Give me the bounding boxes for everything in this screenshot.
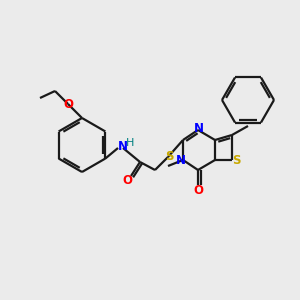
Text: S: S [165,149,173,163]
Text: O: O [193,184,203,196]
Text: N: N [118,140,128,154]
Text: N: N [176,154,186,167]
Text: S: S [232,154,240,166]
Text: O: O [63,98,73,110]
Text: O: O [122,173,132,187]
Text: H: H [126,138,134,148]
Text: N: N [194,122,204,136]
